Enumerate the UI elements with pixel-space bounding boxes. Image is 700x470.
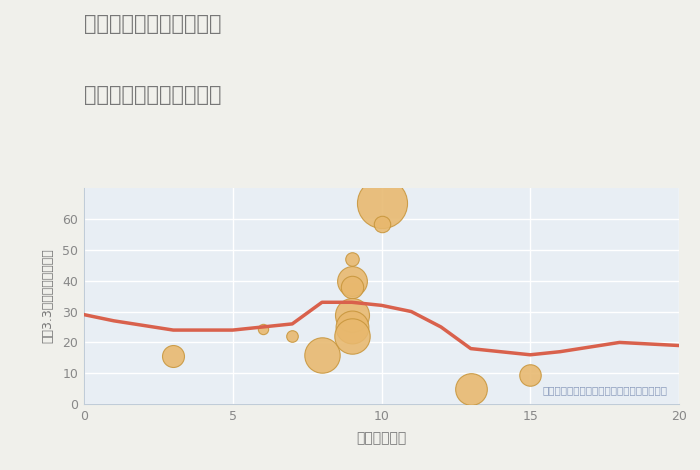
Point — [525, 371, 536, 379]
Point — [287, 332, 298, 340]
Y-axis label: 坪（3.3㎡）単価（万円）: 坪（3.3㎡）単価（万円） — [41, 249, 54, 344]
Point — [346, 311, 357, 318]
Text: 駅距離別中古戸建て価格: 駅距離別中古戸建て価格 — [84, 85, 221, 105]
Point — [346, 283, 357, 290]
X-axis label: 駅距離（分）: 駅距離（分） — [356, 431, 407, 445]
Point — [346, 332, 357, 340]
Text: 三重県鈴鹿市南若松町の: 三重県鈴鹿市南若松町の — [84, 14, 221, 34]
Point — [316, 351, 328, 359]
Point — [346, 255, 357, 263]
Point — [376, 200, 387, 207]
Point — [465, 385, 476, 392]
Point — [346, 323, 357, 331]
Point — [376, 220, 387, 227]
Point — [168, 352, 179, 360]
Point — [257, 325, 268, 332]
Point — [346, 277, 357, 284]
Text: 円の大きさは、取引のあった物件面積を示す: 円の大きさは、取引のあった物件面積を示す — [542, 385, 667, 396]
